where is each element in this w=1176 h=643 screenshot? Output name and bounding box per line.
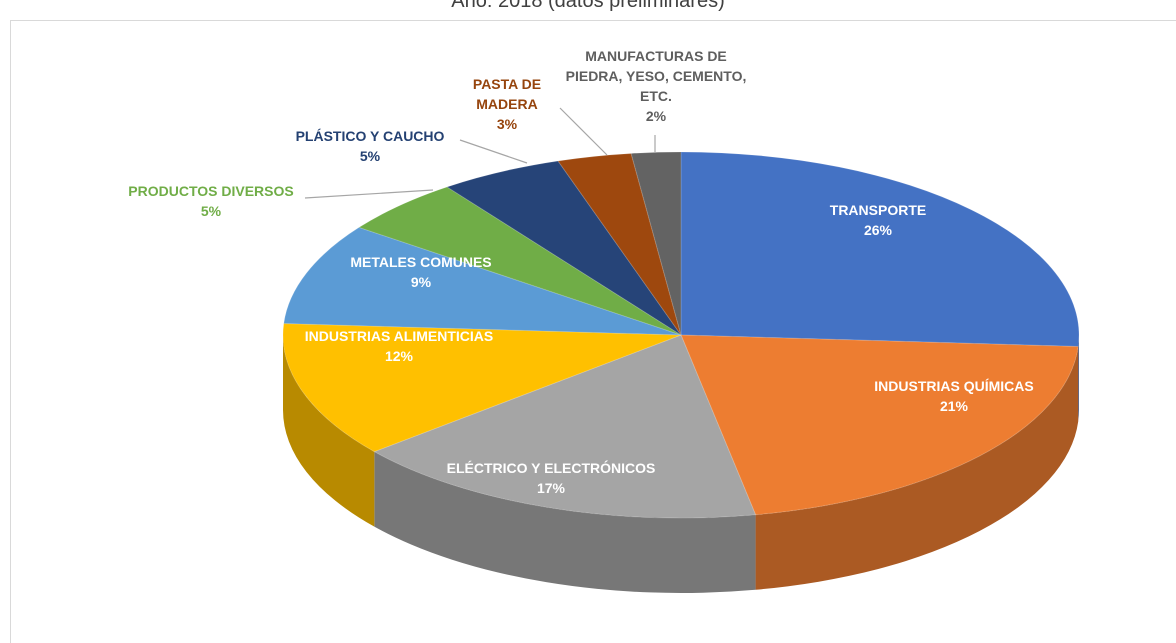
slice [282,322,682,453]
leader-line [459,139,528,164]
value-label: 21% [939,398,969,414]
slice-side [283,335,375,527]
data-label: INDUSTRIAS QUÍMICAS 21% [844,376,1064,416]
category-label: ELÉCTRICO Y ELECTRÓNICOS [446,460,656,476]
data-label: METALES COMUNES 9% [321,252,521,292]
value-label: 2% [645,108,667,124]
value-label: 5% [359,148,381,164]
slice [357,186,682,336]
value-label: 5% [200,203,222,219]
leader-line [304,189,434,199]
category-label: METALES COMUNES [350,254,492,270]
slice [557,152,682,336]
slice-side [1078,335,1080,422]
slice [680,151,1080,348]
slice [630,151,682,336]
category-label: TRANSPORTE [829,202,927,218]
slice-side [374,451,756,593]
category-label: PLÁSTICO Y CAUCHO [295,128,445,144]
slice [445,160,682,336]
value-label: 12% [384,348,414,364]
data-label: ELÉCTRICO Y ELECTRÓNICOS 17% [421,458,681,498]
data-label: PASTA DE MADERA 3% [462,74,552,134]
value-label: 3% [496,116,518,132]
chart-frame [10,20,1176,643]
category-label: INDUSTRIAS ALIMENTICIAS [304,328,494,344]
chart-title: Año: 2018 (datos preliminares) [451,0,725,12]
slice [283,226,682,336]
data-label: PLÁSTICO Y CAUCHO 5% [280,126,460,166]
value-label: 26% [863,222,893,238]
category-label: MANUFACTURAS DE PIEDRA, YESO, CEMENTO, E… [565,48,747,104]
data-label: TRANSPORTE 26% [778,200,978,240]
category-label: PASTA DE MADERA [472,76,542,112]
leader-line [559,107,608,156]
value-label: 17% [536,480,566,496]
category-label: PRODUCTOS DIVERSOS [128,183,294,199]
slice-side [755,346,1079,590]
data-label: MANUFACTURAS DE PIEDRA, YESO, CEMENTO, E… [556,46,756,126]
slice [373,334,757,519]
data-label: PRODUCTOS DIVERSOS 5% [111,181,311,221]
category-label: INDUSTRIAS QUÍMICAS [874,378,1034,394]
data-label: INDUSTRIAS ALIMENTICIAS 12% [279,326,519,366]
value-label: 9% [410,274,432,290]
slice [680,334,1079,516]
